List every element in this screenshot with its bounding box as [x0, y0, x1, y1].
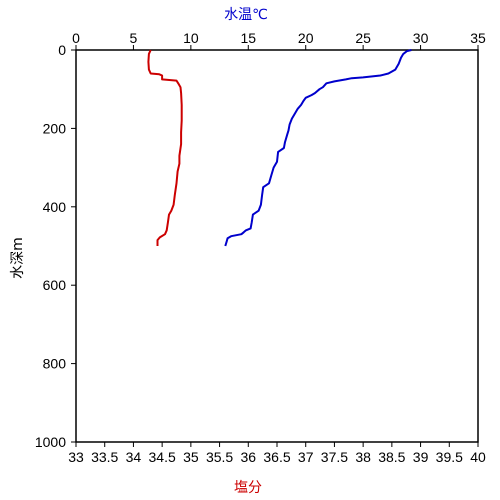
left-axis-ticks: 0 200 400 600 800 1000 — [35, 42, 76, 450]
left-tick-label: 800 — [43, 356, 67, 372]
top-tick-label: 35 — [470, 30, 486, 46]
bottom-tick-label: 33.5 — [91, 449, 118, 465]
top-tick-label: 5 — [130, 30, 138, 46]
bottom-axis-title: 塩分 — [234, 480, 262, 496]
bottom-tick-label: 35 — [183, 449, 199, 465]
left-tick-label: 1000 — [35, 434, 66, 450]
bottom-tick-label: 33 — [68, 449, 84, 465]
left-tick-label: 0 — [58, 42, 66, 58]
bottom-tick-label: 40 — [470, 449, 486, 465]
bottom-tick-label: 38 — [355, 449, 371, 465]
top-tick-label: 10 — [183, 30, 199, 46]
bottom-tick-label: 38.5 — [378, 449, 405, 465]
bottom-tick-label: 39.5 — [436, 449, 463, 465]
left-axis-title: 水深m — [10, 237, 26, 279]
bottom-tick-label: 34 — [126, 449, 142, 465]
top-tick-label: 0 — [72, 30, 80, 46]
water-temperature-line — [224, 49, 412, 247]
bottom-tick-label: 34.5 — [149, 449, 176, 465]
top-axis-ticks: 0 5 10 15 20 25 30 35 — [72, 30, 486, 50]
top-tick-label: 20 — [298, 30, 314, 46]
bottom-tick-label: 37 — [298, 449, 314, 465]
top-tick-label: 25 — [355, 30, 371, 46]
salinity-line — [147, 49, 183, 246]
left-tick-label: 600 — [43, 277, 67, 293]
bottom-tick-label: 37.5 — [321, 449, 348, 465]
plot-frame — [75, 49, 479, 443]
top-tick-label: 30 — [413, 30, 429, 46]
left-tick-label: 200 — [43, 120, 67, 136]
bottom-tick-label: 35.5 — [206, 449, 233, 465]
bottom-axis-ticks: 33 33.5 34 34.5 35 35.5 36 36.5 37 37.5 38 38.5 39 39… — [68, 442, 486, 465]
bottom-tick-label: 39 — [413, 449, 429, 465]
series-layer — [147, 49, 412, 247]
left-tick-label: 400 — [43, 199, 67, 215]
top-tick-label: 15 — [240, 30, 256, 46]
top-axis-title: 水温℃ — [224, 7, 268, 23]
bottom-tick-label: 36.5 — [263, 449, 290, 465]
bottom-tick-label: 36 — [240, 449, 256, 465]
